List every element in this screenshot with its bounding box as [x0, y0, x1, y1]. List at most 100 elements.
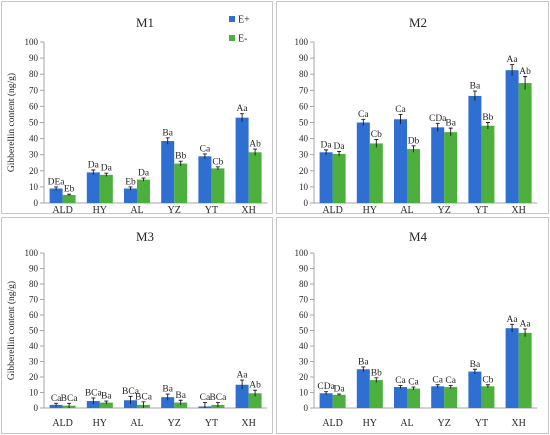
- error-bar: [485, 122, 490, 129]
- bar-series-2: [481, 386, 495, 408]
- bar-series-1: [356, 122, 370, 203]
- error-bar: [435, 122, 440, 132]
- significance-label: Db: [408, 136, 420, 146]
- significance-label: BCa: [122, 387, 140, 397]
- error-bar: [54, 186, 59, 191]
- significance-label: Eb: [64, 185, 75, 195]
- bar-series-2: [332, 153, 346, 203]
- bar-series-2: [444, 387, 458, 408]
- significance-label: Bb: [175, 152, 186, 162]
- y-tick-label: 100: [295, 248, 309, 258]
- error-bar: [361, 118, 366, 126]
- error-bar: [523, 76, 528, 90]
- significance-label: Ba: [470, 360, 481, 370]
- x-tick-label: HY: [363, 205, 377, 214]
- x-tick-label: ALD: [322, 205, 343, 214]
- y-tick-label: 0: [34, 198, 39, 208]
- y-tick-label: 60: [29, 101, 39, 111]
- significance-label: DEa: [48, 177, 66, 187]
- chart-title: M2: [409, 15, 427, 30]
- significance-label: BCa: [209, 393, 227, 403]
- y-tick-label: 0: [304, 403, 309, 413]
- x-tick-label: AL: [130, 418, 143, 429]
- x-tick-label: HY: [93, 205, 107, 214]
- bar-series-1: [431, 127, 445, 203]
- bar-series-1: [431, 386, 445, 408]
- x-tick-label: HY: [93, 418, 107, 429]
- significance-label: Ba: [175, 391, 186, 401]
- x-tick-label: AL: [400, 205, 413, 214]
- significance-label: Ba: [358, 357, 369, 367]
- bar-series-2: [211, 168, 225, 203]
- error-bar: [472, 368, 477, 374]
- error-bar: [374, 377, 379, 383]
- significance-label: Ca: [200, 144, 211, 154]
- error-bar: [67, 193, 72, 196]
- significance-label: Aa: [237, 371, 249, 381]
- y-tick-label: 60: [29, 310, 39, 320]
- significance-label: Ca: [432, 375, 443, 385]
- y-tick-label: 20: [29, 166, 39, 176]
- significance-label: Da: [138, 169, 150, 179]
- bar-series-2: [444, 132, 458, 203]
- error-bar: [485, 384, 490, 388]
- y-tick-label: 10: [29, 388, 39, 398]
- error-bar: [128, 186, 133, 191]
- bar-series-2: [407, 388, 420, 408]
- error-bar: [91, 169, 96, 175]
- significance-label: CDa: [429, 114, 447, 124]
- chart-panel: M1 Gibberellin content (ng/g) 0 10 20 30 40 50 6…: [1, 1, 273, 214]
- significance-label: BCa: [61, 394, 79, 404]
- legend-swatch: [229, 16, 235, 22]
- legend-swatch: [229, 35, 235, 41]
- significance-label: Eb: [125, 177, 136, 187]
- y-tick-label: 40: [29, 134, 39, 144]
- bar-series-1: [505, 70, 519, 203]
- significance-label: Ca: [395, 105, 406, 115]
- chart-title: M4: [409, 229, 428, 244]
- y-tick-label: 10: [299, 182, 309, 192]
- y-tick-label: 80: [299, 279, 309, 289]
- error-bar: [510, 323, 515, 333]
- bar-series-2: [518, 83, 532, 203]
- error-bar: [448, 127, 453, 137]
- error-bar: [411, 386, 416, 391]
- bar-series-1: [505, 328, 519, 408]
- bar-series-1: [49, 404, 63, 408]
- error-bar: [253, 148, 258, 156]
- bar-series-2: [407, 149, 420, 203]
- error-bar: [165, 393, 170, 401]
- significance-label: Aa: [237, 104, 249, 114]
- x-tick-label: YZ: [168, 205, 181, 214]
- bar-series-1: [319, 152, 333, 203]
- bar-series-2: [137, 179, 150, 203]
- significance-label: Aa: [520, 319, 532, 329]
- significance-label: Ca: [408, 378, 419, 388]
- y-tick-label: 30: [299, 150, 309, 160]
- x-tick-label: AL: [400, 418, 413, 429]
- legend-label: E-: [238, 34, 247, 45]
- bar-series-1: [319, 393, 333, 408]
- y-tick-label: 20: [299, 372, 309, 382]
- chart-panel: M3 Gibberellin content (ng/g) 0 10 20 30 40 50 6…: [1, 217, 273, 434]
- significance-label: Da: [334, 142, 346, 152]
- error-bar: [324, 391, 329, 395]
- y-tick-label: 30: [29, 150, 39, 160]
- error-bar: [472, 90, 477, 101]
- error-bar: [523, 328, 528, 337]
- y-tick-label: 10: [299, 388, 309, 398]
- y-tick-label: 100: [25, 248, 39, 258]
- error-bar: [398, 385, 403, 389]
- significance-label: Da: [88, 160, 100, 170]
- y-tick-label: 90: [299, 53, 309, 63]
- bar-series-1: [86, 401, 100, 408]
- y-tick-label: 0: [34, 403, 39, 413]
- y-tick-label: 40: [299, 134, 309, 144]
- y-tick-label: 0: [304, 198, 309, 208]
- x-tick-label: ALD: [52, 205, 73, 214]
- y-tick-label: 70: [299, 295, 309, 305]
- error-bar: [324, 149, 329, 155]
- bar-series-2: [99, 402, 113, 408]
- y-tick-label: 60: [299, 310, 309, 320]
- x-tick-label: XH: [511, 205, 525, 214]
